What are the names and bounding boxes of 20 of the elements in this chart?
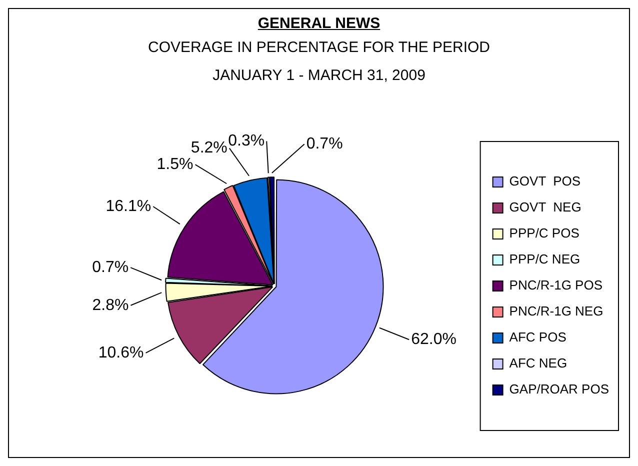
- data-label: 62.0%: [411, 331, 456, 348]
- legend-label: GAP/ROAR POS: [509, 382, 610, 397]
- legend-label: GOVT NEG: [509, 200, 582, 215]
- data-label: 16.1%: [106, 198, 152, 215]
- chart-title: GENERAL NEWS: [256, 15, 382, 32]
- data-label: 2.8%: [92, 296, 129, 314]
- data-label: 0.3%: [228, 132, 265, 150]
- data-label: 1.5%: [156, 156, 194, 173]
- data-label: 0.7%: [92, 258, 129, 276]
- data-label: 10.6%: [98, 344, 144, 362]
- legend-label: PNC/R-1G POS: [509, 278, 603, 293]
- data-label: 0.7%: [306, 136, 343, 153]
- legend-label: PPP/C POS: [509, 226, 580, 241]
- legend-label: GOVT POS: [509, 174, 581, 189]
- chart-subtitle: COVERAGE IN PERCENTAGE FOR THE PERIOD JANUARY 1 - MARCH 31, 2009: [147, 38, 491, 86]
- legend-label: PNC/R-1G NEG: [509, 304, 604, 319]
- legend-label: AFC POS: [509, 330, 567, 345]
- legend-label: AFC NEG: [509, 356, 568, 371]
- legend-label: PPP/C NEG: [509, 252, 580, 267]
- data-label: 5.2%: [190, 140, 228, 157]
